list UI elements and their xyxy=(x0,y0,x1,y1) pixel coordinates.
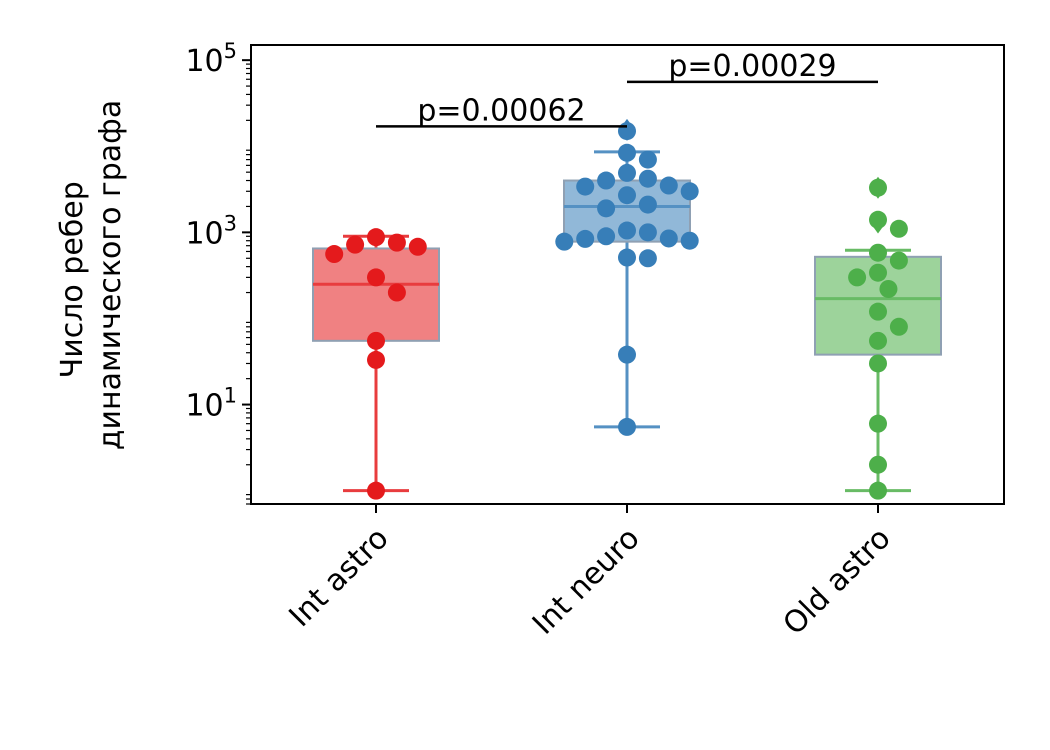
y-tick-label-exponent: 5 xyxy=(224,39,237,63)
data-point xyxy=(576,229,595,248)
y-axis-label-line-2: динамического графа xyxy=(93,100,128,450)
data-point xyxy=(869,331,887,350)
data-point xyxy=(367,481,385,500)
y-tick-label: 101 xyxy=(185,384,237,424)
data-point xyxy=(618,163,636,182)
data-point xyxy=(367,268,385,287)
data-point xyxy=(638,195,657,214)
data-point xyxy=(848,268,867,287)
box-group xyxy=(312,228,440,500)
data-point xyxy=(889,219,908,238)
data-point xyxy=(638,150,657,169)
y-tick-label-exponent: 1 xyxy=(224,384,237,408)
data-point xyxy=(680,182,699,201)
data-point xyxy=(659,229,678,248)
p-value-label: p=0.00062 xyxy=(417,93,585,128)
data-point xyxy=(618,122,636,141)
x-tick-label: Int astro xyxy=(283,521,396,634)
data-point xyxy=(869,302,887,321)
y-tick-label: 103 xyxy=(185,211,237,251)
data-point xyxy=(367,350,385,369)
y-tick-label-base: 10 xyxy=(185,44,223,79)
data-point xyxy=(618,248,636,267)
data-point xyxy=(889,317,908,336)
data-point xyxy=(889,251,908,270)
data-point xyxy=(869,243,887,262)
data-point xyxy=(638,249,657,268)
data-point xyxy=(576,177,595,196)
data-point xyxy=(869,178,887,197)
data-point xyxy=(387,283,406,302)
y-tick-label-exponent: 3 xyxy=(224,211,237,235)
x-tick-label: Old astro xyxy=(776,521,897,642)
data-point xyxy=(638,169,657,188)
box-iqr xyxy=(312,247,440,342)
data-point xyxy=(618,186,636,205)
annotations: p=0.00062 p=0.00029 xyxy=(376,49,878,128)
data-point xyxy=(555,232,574,251)
data-point xyxy=(869,481,887,500)
y-axis-label: Число ребер динамического графа xyxy=(55,100,128,450)
data-point xyxy=(597,227,616,246)
y-axis-label-line-1: Число ребер xyxy=(55,181,90,378)
data-point xyxy=(346,235,365,254)
y-tick-label: 105 xyxy=(185,39,237,79)
data-point xyxy=(597,199,616,218)
data-point xyxy=(618,345,636,364)
data-point xyxy=(597,171,616,190)
data-point xyxy=(367,331,385,350)
y-tick-label-base: 10 xyxy=(185,389,223,424)
data-point xyxy=(325,245,344,264)
data-point xyxy=(408,237,427,256)
data-point xyxy=(618,417,636,436)
y-tick-label-base: 10 xyxy=(185,216,223,251)
x-tick-label: Int neuro xyxy=(526,521,647,642)
data-point xyxy=(869,263,887,282)
box-group xyxy=(814,176,942,500)
box-group xyxy=(555,118,699,436)
data-point xyxy=(618,143,636,162)
data-point xyxy=(618,221,636,240)
data-point xyxy=(869,354,887,373)
data-point xyxy=(879,279,898,298)
p-value-label: p=0.00029 xyxy=(668,49,836,84)
data-point xyxy=(638,223,657,242)
data-point xyxy=(387,233,406,252)
data-point xyxy=(680,231,699,250)
data-point xyxy=(659,176,678,195)
plot-area xyxy=(312,118,942,500)
data-point xyxy=(869,455,887,474)
data-point xyxy=(869,210,887,229)
data-point xyxy=(869,414,887,433)
data-point xyxy=(367,228,385,247)
